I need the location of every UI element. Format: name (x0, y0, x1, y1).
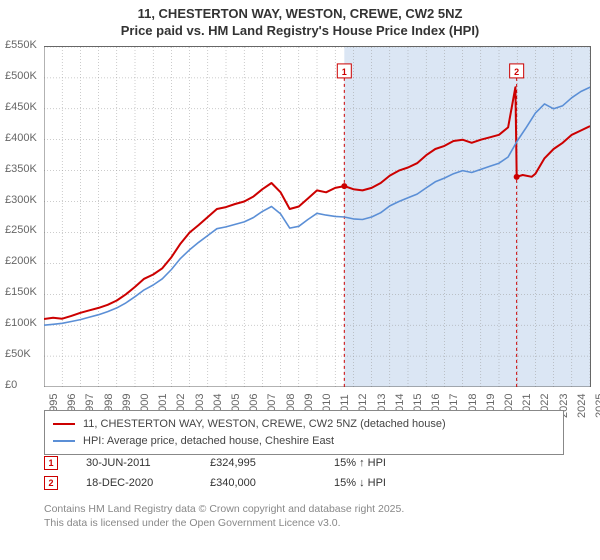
y-tick-label: £150K (0, 286, 44, 298)
svg-text:1: 1 (342, 67, 347, 77)
sale-delta: 15% ↑ HPI (334, 457, 430, 469)
attribution-line-2: This data is licensed under the Open Gov… (44, 516, 574, 530)
plot-svg: 12 (44, 47, 590, 387)
sale-date: 18-DEC-2020 (86, 477, 182, 489)
title-line-2: Price paid vs. HM Land Registry's House … (0, 23, 600, 40)
svg-text:2: 2 (514, 67, 519, 77)
x-tick-label: 2025 (594, 394, 600, 418)
sale-date: 30-JUN-2011 (86, 457, 182, 469)
y-tick-label: £500K (0, 70, 44, 82)
y-tick-label: £400K (0, 132, 44, 144)
legend: 11, CHESTERTON WAY, WESTON, CREWE, CW2 5… (44, 410, 564, 455)
chart-titles: 11, CHESTERTON WAY, WESTON, CREWE, CW2 5… (0, 0, 600, 40)
legend-row: 11, CHESTERTON WAY, WESTON, CREWE, CW2 5… (53, 416, 555, 433)
sale-marker: 1 (44, 456, 58, 470)
price-hpi-chart: 12 (44, 46, 591, 387)
y-tick-label: £250K (0, 224, 44, 236)
sale-marker: 2 (44, 476, 58, 490)
y-tick-label: £300K (0, 194, 44, 206)
sale-row: 1 30-JUN-2011 £324,995 15% ↑ HPI (44, 456, 564, 470)
y-tick-label: £100K (0, 317, 44, 329)
title-line-1: 11, CHESTERTON WAY, WESTON, CREWE, CW2 5… (0, 6, 600, 23)
sale-delta: 15% ↓ HPI (334, 477, 430, 489)
sale-row: 2 18-DEC-2020 £340,000 15% ↓ HPI (44, 476, 564, 490)
x-tick-label: 2024 (576, 394, 588, 418)
y-tick-label: £350K (0, 163, 44, 175)
attribution-line-1: Contains HM Land Registry data © Crown c… (44, 502, 574, 516)
y-tick-label: £0 (0, 379, 44, 391)
legend-label: 11, CHESTERTON WAY, WESTON, CREWE, CW2 5… (83, 416, 446, 433)
sale-price: £324,995 (210, 457, 306, 469)
legend-label: HPI: Average price, detached house, Ches… (83, 433, 334, 450)
y-tick-label: £550K (0, 39, 44, 51)
y-tick-label: £50K (0, 348, 44, 360)
y-tick-label: £450K (0, 101, 44, 113)
legend-swatch (53, 440, 75, 442)
attribution: Contains HM Land Registry data © Crown c… (44, 502, 574, 530)
sale-events: 1 30-JUN-2011 £324,995 15% ↑ HPI 2 18-DEC-202… (44, 456, 564, 496)
legend-swatch (53, 423, 75, 425)
legend-row: HPI: Average price, detached house, Ches… (53, 433, 555, 450)
y-tick-label: £200K (0, 255, 44, 267)
sale-price: £340,000 (210, 477, 306, 489)
